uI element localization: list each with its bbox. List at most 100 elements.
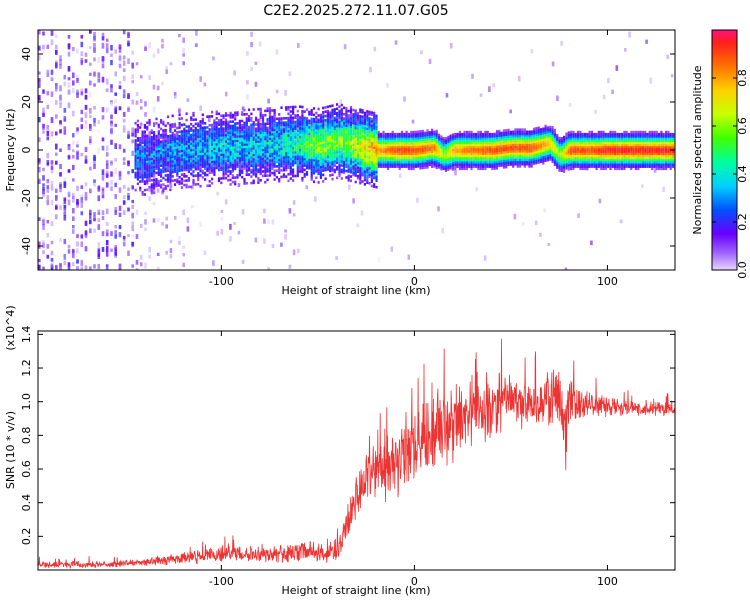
spectrogram-ridge-cell (354, 126, 357, 130)
spectrogram-ridge-cell (303, 123, 306, 126)
spectrogram-ridge-cell (537, 150, 540, 153)
spectrogram-ridge-cell (387, 152, 390, 155)
spectrogram-ridge-cell (472, 152, 475, 155)
spectrogram-ridge-cell (292, 125, 295, 128)
spectrogram-ridge-cell (373, 159, 376, 162)
spectrogram-ridge-cell (157, 162, 160, 166)
spectrogram-ridge-cell (380, 145, 383, 149)
spectrogram-ridge-cell (340, 103, 343, 107)
spectrogram-ridge-cell (176, 152, 179, 156)
spectrogram-ridge-cell (162, 148, 165, 152)
spectrogram-noise-cell (449, 43, 453, 49)
spectrogram-ridge-cell (370, 141, 373, 145)
spectrogram-ridge-cell (519, 152, 522, 155)
spectrogram-ridge-cell (236, 163, 239, 166)
spectrogram-noise-cell (118, 80, 122, 85)
spectrogram-ridge-cell (544, 139, 547, 143)
spectrogram-ridge-cell (479, 163, 482, 166)
spectrogram-ridge-cell (347, 140, 350, 143)
spectrogram-ridge-cell (183, 129, 186, 133)
spectrogram-ridge-cell (326, 116, 329, 119)
spectrogram-ridge-cell (171, 140, 174, 144)
spectrogram-ridge-cell (294, 122, 297, 126)
spectrogram-ridge-cell (345, 137, 348, 140)
spectrogram-noise-cell (156, 252, 160, 256)
spectrogram-ridge-cell (417, 154, 420, 157)
spectrogram-ridge-cell (421, 151, 424, 154)
spectrogram-noise-cell (59, 103, 62, 109)
spectrogram-ridge-cell (470, 141, 473, 145)
spectrogram-ridge-cell (261, 116, 265, 119)
spectrogram-ridge-cell (252, 134, 255, 137)
spectrogram-ridge-cell (419, 134, 422, 138)
spectrogram-noise-cell (63, 209, 67, 214)
spectrogram-ridge-cell (352, 113, 355, 116)
spectrogram-noise-cell (50, 184, 54, 191)
spectrogram-ridge-cell (349, 119, 353, 122)
spectrogram-ridge-cell (180, 186, 183, 189)
spectrogram-ridge-cell (204, 139, 207, 142)
spectrogram-noise-cell (233, 70, 236, 76)
spectrogram-ridge-cell (389, 161, 392, 164)
spectrogram-noise-cell (131, 132, 134, 137)
spectrogram-noise-cell (475, 187, 478, 192)
spectrogram-ridge-cell (150, 189, 153, 193)
spectrogram-ridge-cell (139, 147, 142, 151)
spectrogram-ridge-cell (266, 163, 269, 167)
spectrogram-noise-cell (76, 78, 79, 83)
spectrogram-ridge-cell (426, 155, 429, 158)
spectrogram-ridge-cell (243, 160, 246, 164)
spectrogram-ridge-cell (164, 165, 167, 169)
spectrogram-ridge-cell (238, 152, 241, 155)
spectrogram-ridge-cell (303, 164, 306, 167)
spectrogram-ridge-cell (197, 124, 200, 128)
spectrogram-noise-cell (127, 170, 130, 175)
spectrogram-ridge-cell (380, 139, 383, 142)
spectrogram-ridge-cell (178, 143, 181, 147)
spectrogram-ridge-cell (183, 162, 186, 165)
spectrogram-ridge-cell (544, 133, 547, 136)
spectrogram-ridge-cell (176, 174, 179, 177)
spectrogram-ridge-cell (333, 131, 336, 135)
spectrogram-noise-cell (263, 218, 266, 224)
spectrogram-noise-cell (55, 160, 58, 165)
spectrogram-ridge-cell (475, 154, 478, 158)
spectrogram-ridge-cell (535, 146, 538, 150)
spectrogram-noise-cell (152, 218, 156, 223)
spectrogram-ridge-cell (319, 176, 322, 179)
spectrogram-ridge-cell (197, 122, 200, 125)
spectrogram-ridge-cell (431, 128, 434, 132)
spectrogram-ridge-cell (208, 141, 211, 144)
spectrogram-ridge-cell (315, 146, 318, 149)
spectrogram-ridge-cell (285, 132, 288, 135)
spectrogram-ridge-cell (449, 145, 452, 148)
spectrogram-ridge-cell (502, 146, 505, 150)
spectrogram-ridge-cell (340, 162, 343, 165)
spectrogram-ridge-cell (500, 134, 503, 137)
spectrogram-ridge-cell (324, 123, 327, 126)
spectrogram-ridge-cell (319, 135, 322, 138)
spectrogram-ridge-cell (143, 156, 146, 159)
spectrogram-ridge-cell (160, 134, 163, 137)
spectrogram-ridge-cell (206, 145, 209, 149)
spectrogram-noise-cell (178, 108, 181, 113)
spectrogram-noise-cell (55, 188, 58, 193)
spectrogram-ridge-cell (444, 167, 448, 170)
spectrogram-ridge-cell (266, 150, 269, 154)
spectrogram-ridge-cell (287, 153, 290, 157)
spectrogram-ridge-cell (458, 154, 461, 158)
spectrogram-ridge-cell (162, 120, 165, 124)
spectrogram-noise-cell (182, 61, 185, 66)
spectrogram-ridge-cell (535, 150, 538, 154)
spectrogram-noise-cell (80, 267, 84, 270)
spectrogram-ridge-cell (343, 134, 346, 138)
spectrogram-ridge-cell (292, 118, 295, 122)
spectrogram-ridge-cell (301, 155, 304, 158)
spectrogram-ridge-cell (347, 153, 350, 156)
spectrogram-ridge-cell (257, 157, 260, 161)
spectrogram-ridge-cell (190, 150, 193, 154)
spectrogram-ridge-cell (359, 134, 362, 137)
spectrogram-noise-cell (114, 49, 117, 54)
spectrogram-ridge-cell (155, 180, 158, 183)
spectrogram-ridge-cell (299, 142, 302, 145)
